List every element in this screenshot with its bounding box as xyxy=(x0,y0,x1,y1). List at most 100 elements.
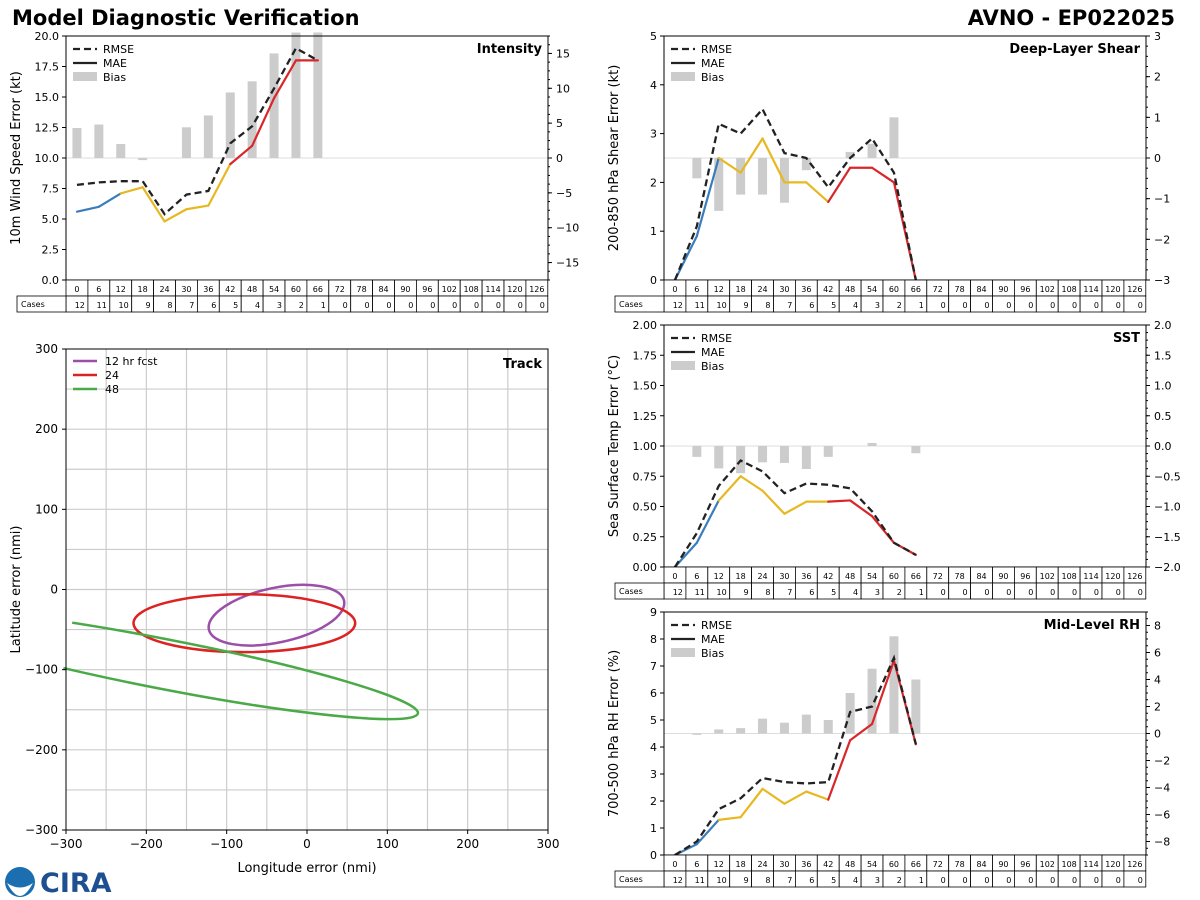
bias-bar xyxy=(714,446,724,469)
hour-label: 30 xyxy=(181,285,191,294)
mae-line-segment xyxy=(870,659,896,726)
legend-bias-swatch xyxy=(73,72,97,81)
hour-label: 54 xyxy=(867,860,877,869)
hour-label: 126 xyxy=(1127,860,1142,869)
cases-header-cell xyxy=(614,870,665,888)
case-count: 5 xyxy=(831,876,836,885)
hour-label: 78 xyxy=(357,285,367,294)
noaa-gull-icon xyxy=(7,883,33,896)
hour-label: 0 xyxy=(74,285,79,294)
hour-label: 30 xyxy=(779,572,789,581)
case-count: 0 xyxy=(1094,301,1099,310)
case-count: 6 xyxy=(809,876,814,885)
legend-bias-swatch xyxy=(671,361,695,370)
legend-bias-label: Bias xyxy=(701,647,724,660)
case-count: 8 xyxy=(765,876,770,885)
case-count: 0 xyxy=(984,301,989,310)
bias-bar xyxy=(692,446,702,457)
case-count: 2 xyxy=(299,301,304,310)
hour-label: 108 xyxy=(464,285,479,294)
case-count: 11 xyxy=(97,301,107,310)
case-cell xyxy=(1123,870,1147,888)
y-axis-label: Sea Surface Temp Error (°C) xyxy=(607,355,622,537)
mae-line-segment xyxy=(739,137,764,174)
case-count: 8 xyxy=(765,301,770,310)
hour-label: 114 xyxy=(1083,285,1098,294)
mae-line-segment xyxy=(119,186,144,195)
mae-line-segment xyxy=(805,790,830,801)
case-count: 0 xyxy=(408,301,413,310)
case-count: 4 xyxy=(853,301,858,310)
y2-tick-label: 6 xyxy=(1154,647,1161,660)
y-tick-label: 6 xyxy=(650,687,657,700)
mae-line-segment xyxy=(717,475,742,502)
legend-mae-label: MAE xyxy=(701,633,725,646)
hour-label: 36 xyxy=(801,285,811,294)
y-tick-label: −300 xyxy=(25,823,58,837)
bias-bar xyxy=(911,446,921,454)
hour-label: 96 xyxy=(1020,285,1030,294)
hour-label: 48 xyxy=(845,572,855,581)
case-count: 11 xyxy=(695,588,705,597)
y2-tick-label: 0 xyxy=(556,152,563,165)
y-tick-label: 1.50 xyxy=(633,380,658,393)
hour-label: 18 xyxy=(736,285,746,294)
hour-label: 120 xyxy=(1105,572,1120,581)
case-count: 0 xyxy=(1050,301,1055,310)
hour-label: 108 xyxy=(1062,285,1077,294)
y-tick-label: 0.0 xyxy=(42,274,60,287)
case-count: 0 xyxy=(1116,301,1121,310)
y2-tick-label: −10 xyxy=(556,222,579,235)
mae-line-segment xyxy=(761,137,786,184)
mae-line-segment xyxy=(805,181,830,204)
hour-label: 90 xyxy=(400,285,410,294)
y-tick-label: 0.00 xyxy=(633,561,658,574)
cases-header-label: Cases xyxy=(619,875,643,884)
case-count: 10 xyxy=(717,876,727,885)
case-count: 6 xyxy=(809,588,814,597)
y-tick-label: 2.5 xyxy=(42,244,60,257)
bias-bar xyxy=(758,158,768,195)
y2-tick-label: −1.5 xyxy=(1154,531,1181,544)
case-count: 0 xyxy=(1050,876,1055,885)
bias-bar xyxy=(247,81,257,158)
mae-line-segment xyxy=(75,205,100,213)
bias-bar xyxy=(181,127,191,158)
hour-label: 72 xyxy=(933,572,943,581)
storm-id-title: AVNO - EP022025 xyxy=(967,6,1175,30)
bias-bar xyxy=(94,124,104,158)
hour-label: 72 xyxy=(933,285,943,294)
y2-tick-label: 0.0 xyxy=(1154,440,1172,453)
hour-label: 126 xyxy=(529,285,544,294)
case-count: 3 xyxy=(875,301,880,310)
legend-bias-label: Bias xyxy=(701,360,724,373)
y-tick-label: 8 xyxy=(650,633,657,646)
case-count: 0 xyxy=(963,876,968,885)
hour-label: 84 xyxy=(976,572,986,581)
mae-line-segment xyxy=(827,739,852,801)
case-count: 0 xyxy=(1072,301,1077,310)
case-count: 1 xyxy=(919,876,924,885)
bias-bar xyxy=(72,128,82,158)
mae-line-segment xyxy=(695,818,720,846)
hour-label: 78 xyxy=(955,572,965,581)
hour-label: 60 xyxy=(889,860,899,869)
case-count: 4 xyxy=(853,876,858,885)
x-tick-label: 300 xyxy=(537,837,560,851)
case-cell xyxy=(1123,295,1147,313)
hour-label: 48 xyxy=(845,860,855,869)
cira-logo-text: CIRA xyxy=(40,868,112,898)
x-axis-label: Longitude error (nmi) xyxy=(237,861,376,876)
hour-label: 66 xyxy=(911,860,921,869)
page-title: Model Diagnostic Verification xyxy=(12,6,360,30)
y-tick-label: 0.75 xyxy=(633,470,658,483)
bias-bar xyxy=(714,158,724,211)
case-count: 2 xyxy=(897,588,902,597)
case-count: 10 xyxy=(717,301,727,310)
panel-title: Intensity xyxy=(477,42,543,57)
bias-bar xyxy=(845,151,855,158)
case-count: 9 xyxy=(744,588,749,597)
case-count: 0 xyxy=(430,301,435,310)
bias-bar xyxy=(692,733,702,735)
hour-label: 66 xyxy=(911,572,921,581)
